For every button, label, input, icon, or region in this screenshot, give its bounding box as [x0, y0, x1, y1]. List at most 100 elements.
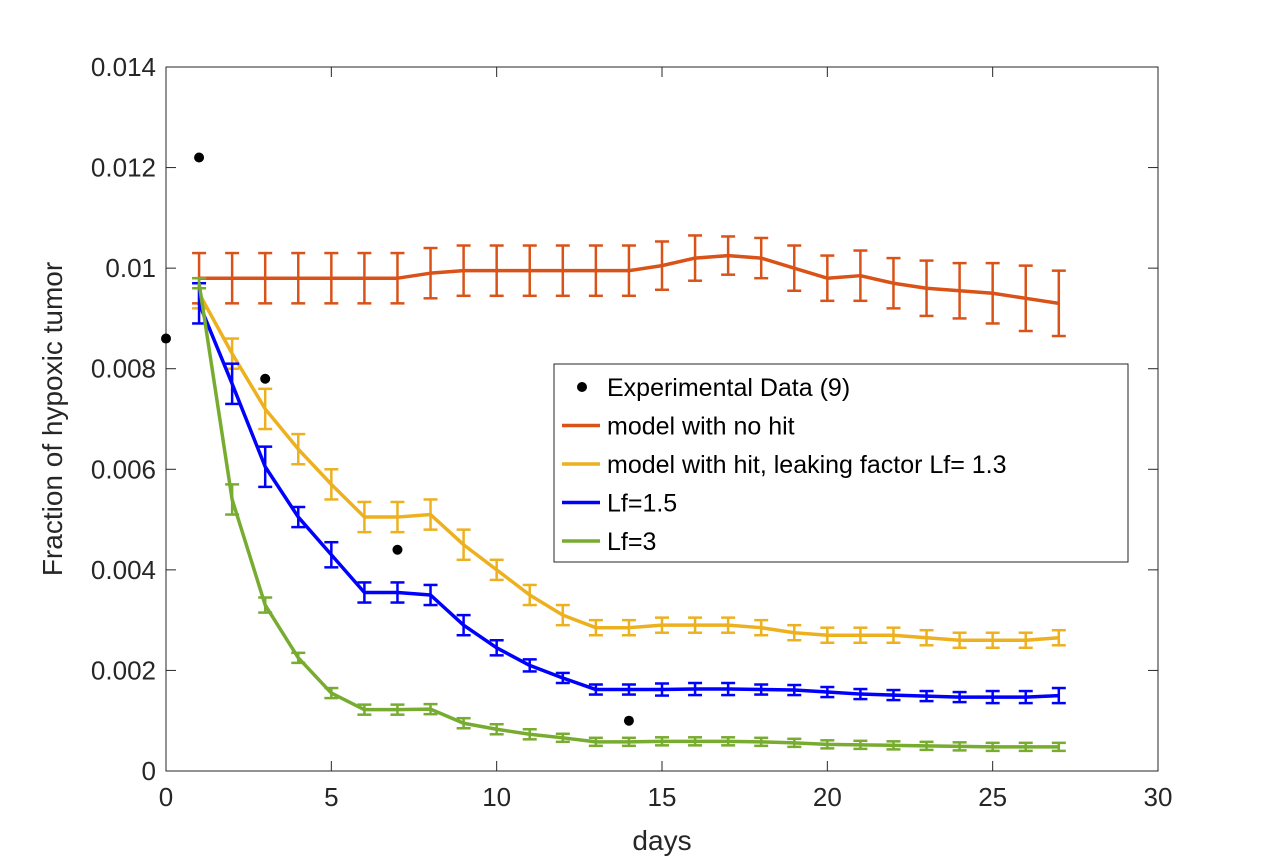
error-bar	[357, 703, 372, 716]
error-bar	[721, 681, 736, 697]
error-bar	[522, 244, 537, 298]
error-bar	[357, 251, 372, 305]
legend-label: model with no hit	[607, 413, 795, 441]
y-axis-label: Fraction of hypoxic tumor	[37, 262, 68, 576]
error-bar	[621, 736, 636, 748]
error-bar	[919, 689, 934, 703]
error-bar	[291, 432, 306, 466]
error-bar	[919, 628, 934, 647]
error-bar	[886, 626, 901, 645]
error-bar	[985, 741, 1000, 753]
error-bar	[820, 685, 835, 699]
error-bar	[853, 249, 868, 303]
series-2	[192, 276, 1066, 650]
data-point	[194, 152, 205, 163]
error-bar	[555, 244, 570, 298]
y-tick-label: 0.002	[91, 655, 156, 685]
x-tick-label: 30	[1144, 782, 1173, 812]
error-bar	[588, 736, 603, 748]
scatter-layer	[161, 152, 634, 726]
error-bar	[390, 251, 405, 305]
error-bar	[820, 254, 835, 303]
error-bar	[456, 716, 471, 730]
data-point	[161, 333, 171, 344]
error-bar	[489, 558, 504, 582]
error-bar	[522, 658, 537, 673]
series-4	[192, 276, 1066, 753]
error-bar	[225, 483, 240, 516]
error-bar	[258, 387, 273, 431]
error-bar	[853, 626, 868, 645]
legend: Experimental Data (9) model with no hit mo…	[553, 363, 1129, 563]
error-bar	[655, 682, 669, 697]
error-bar	[1051, 741, 1066, 753]
legend-entry: Lf=1.5	[562, 490, 677, 518]
error-bar	[621, 683, 636, 696]
error-bar	[655, 616, 669, 634]
error-bar	[489, 722, 504, 736]
error-bar	[225, 251, 240, 305]
error-bar	[919, 740, 934, 752]
error-bar	[886, 256, 901, 310]
error-bar	[489, 244, 504, 298]
error-bar	[655, 736, 669, 747]
error-bar	[489, 639, 504, 657]
error-bar	[853, 739, 868, 751]
error-bar	[1018, 689, 1033, 705]
legend-marker	[577, 382, 587, 392]
error-bar	[588, 618, 603, 637]
error-bar	[258, 596, 273, 614]
error-bar	[754, 683, 769, 696]
error-bar	[1051, 686, 1066, 705]
x-axis-label: days	[632, 825, 691, 856]
x-tick-label: 0	[159, 782, 173, 812]
error-bar	[886, 688, 901, 702]
y-tick-label: 0.006	[91, 454, 156, 484]
error-bar	[754, 618, 769, 637]
error-bar	[721, 235, 736, 276]
error-bar	[688, 616, 703, 634]
error-bar	[952, 741, 967, 752]
error-bar	[324, 468, 339, 501]
error-bar	[655, 240, 669, 292]
y-tick-label: 0.004	[91, 555, 156, 585]
error-bar	[787, 623, 802, 642]
error-bar	[522, 728, 537, 741]
error-bar	[1018, 741, 1033, 753]
error-bar	[688, 736, 703, 747]
y-tick-label: 0.012	[91, 153, 156, 183]
series-3	[192, 281, 1066, 705]
error-bar	[291, 651, 306, 665]
error-bar	[555, 732, 570, 744]
error-bar	[1018, 264, 1033, 333]
legend-box	[553, 363, 1129, 563]
error-bar	[952, 261, 967, 320]
data-point	[623, 715, 634, 726]
error-bar	[787, 737, 802, 749]
x-tick-label: 5	[324, 782, 338, 812]
error-bar	[985, 261, 1000, 325]
error-bar	[423, 583, 438, 607]
x-tick-label: 25	[978, 782, 1007, 812]
error-bar	[555, 671, 570, 685]
error-bar	[886, 740, 901, 751]
error-bar	[423, 498, 438, 531]
x-tick-label: 15	[648, 782, 677, 812]
error-bar	[258, 445, 273, 489]
error-bar	[985, 689, 1000, 705]
error-bar	[853, 687, 868, 701]
error-bar	[688, 234, 703, 282]
error-bar	[456, 244, 471, 298]
error-bar	[952, 631, 967, 650]
legend-entry: model with hit, leaking factor Lf= 1.3	[562, 451, 1007, 479]
legend-entry: Experimental Data (9)	[577, 374, 850, 402]
error-bar	[324, 686, 339, 700]
y-tick-label: 0.008	[91, 354, 156, 384]
error-bar	[588, 683, 603, 696]
series-1	[192, 234, 1066, 338]
error-bar	[423, 702, 438, 716]
error-bar	[291, 505, 306, 529]
legend-label: Lf=3	[607, 528, 656, 556]
error-bar	[390, 500, 405, 534]
